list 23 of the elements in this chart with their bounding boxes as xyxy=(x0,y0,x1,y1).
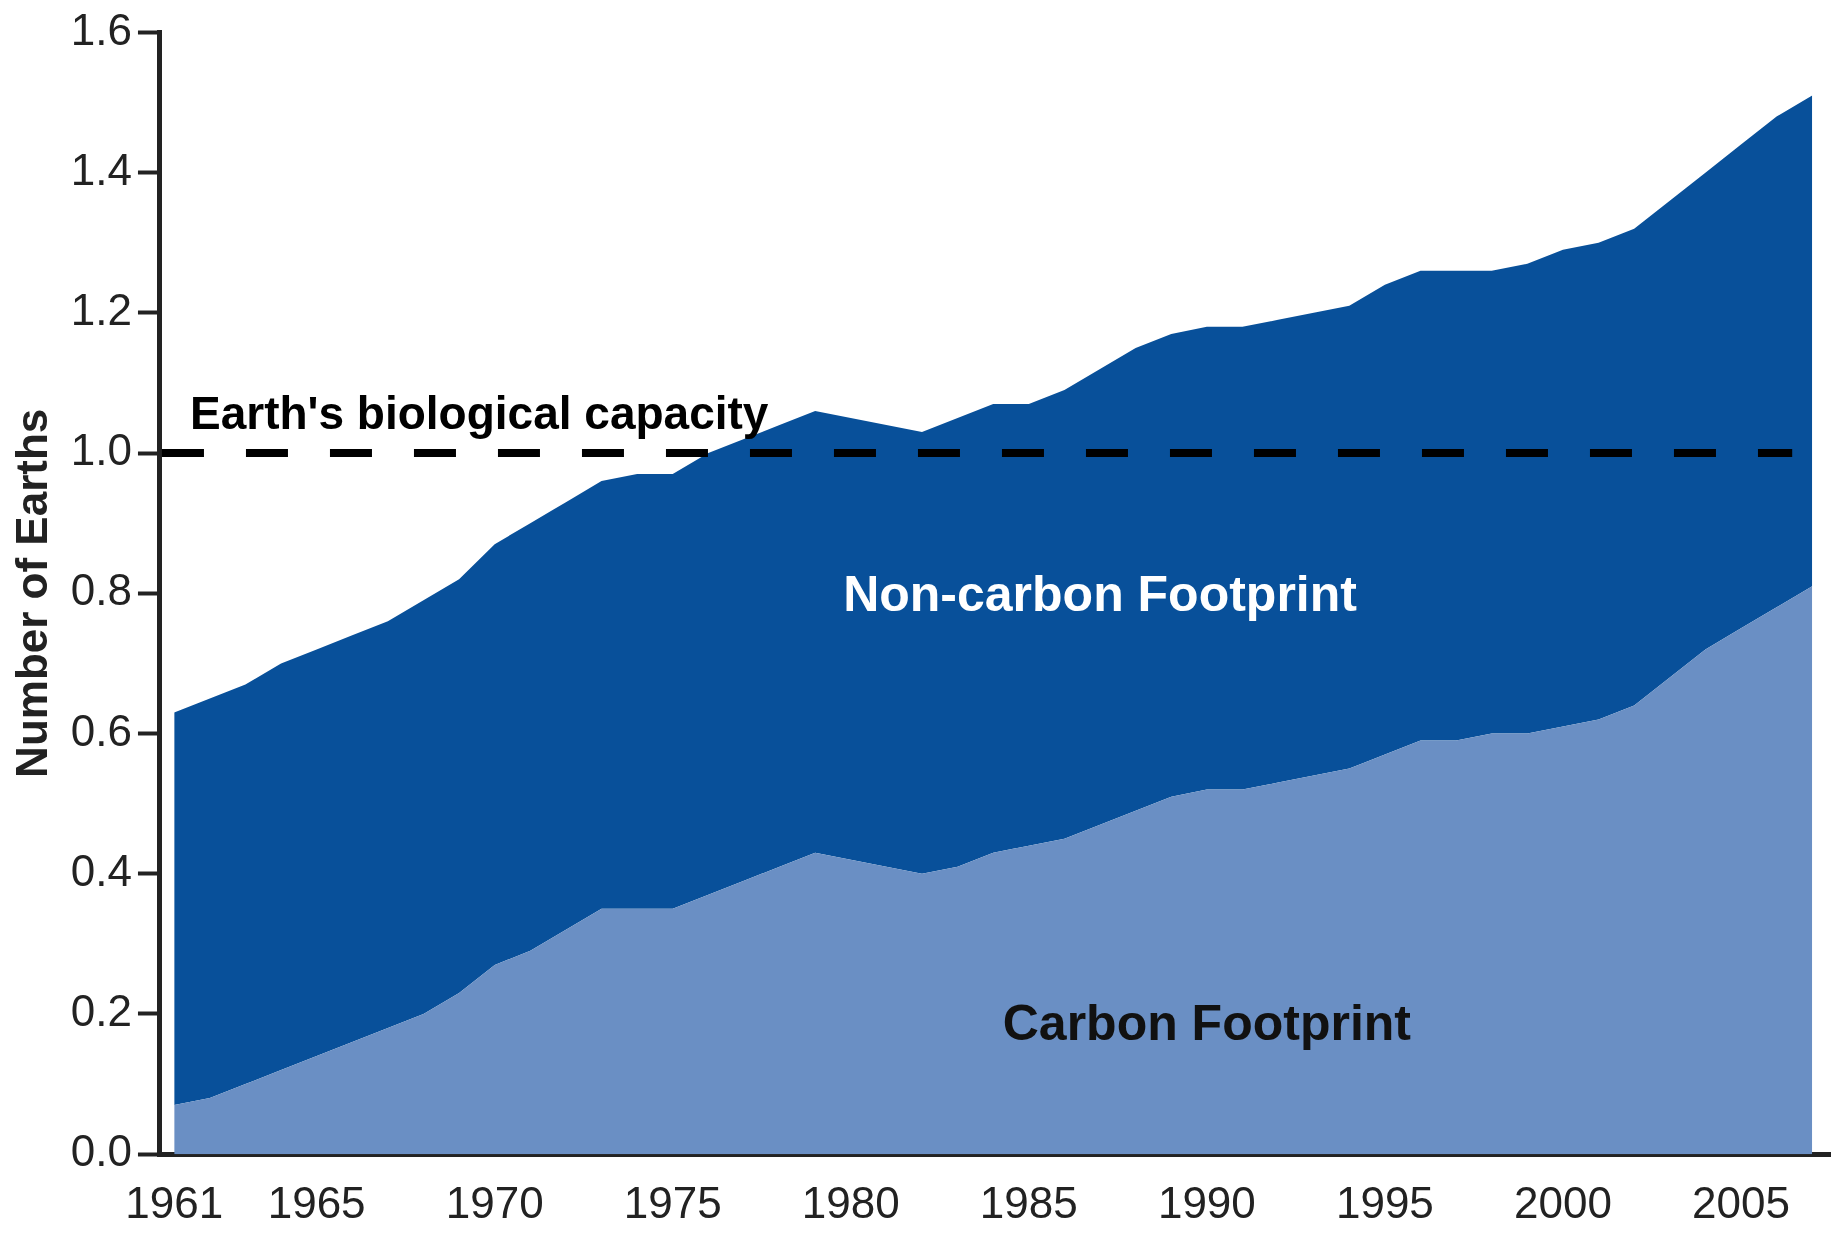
x-tick-label: 1975 xyxy=(623,1177,722,1227)
y-tick-label: 1.4 xyxy=(70,144,132,194)
x-tick-label: 1990 xyxy=(1157,1177,1256,1227)
y-tick-label: 1.0 xyxy=(70,425,132,475)
x-tick-label: 1970 xyxy=(445,1177,544,1227)
x-tick-label: 1961 xyxy=(125,1177,224,1227)
series-label: Non-carbon Footprint xyxy=(843,565,1358,622)
x-tick-label: 1980 xyxy=(801,1177,900,1227)
x-tick-label: 2000 xyxy=(1513,1177,1612,1227)
ref-line-label: Earth's biological capacity xyxy=(189,386,769,439)
y-tick-label: 0.4 xyxy=(70,845,132,895)
x-tick-label: 2005 xyxy=(1692,1177,1790,1227)
y-tick-label: 0.6 xyxy=(70,705,132,755)
y-tick-label: 0.8 xyxy=(70,565,132,615)
y-tick-label: 1.6 xyxy=(70,4,132,54)
x-tick-label: 1985 xyxy=(979,1177,1078,1227)
x-tick-label: 1965 xyxy=(267,1177,366,1227)
y-tick-label: 0.0 xyxy=(70,1126,132,1176)
y-tick-label: 0.2 xyxy=(70,986,132,1036)
x-tick-label: 1995 xyxy=(1335,1177,1434,1227)
y-tick-label: 1.2 xyxy=(70,284,132,334)
y-axis-title: Number of Earths xyxy=(6,408,56,778)
series-label: Carbon Footprint xyxy=(1002,995,1412,1052)
